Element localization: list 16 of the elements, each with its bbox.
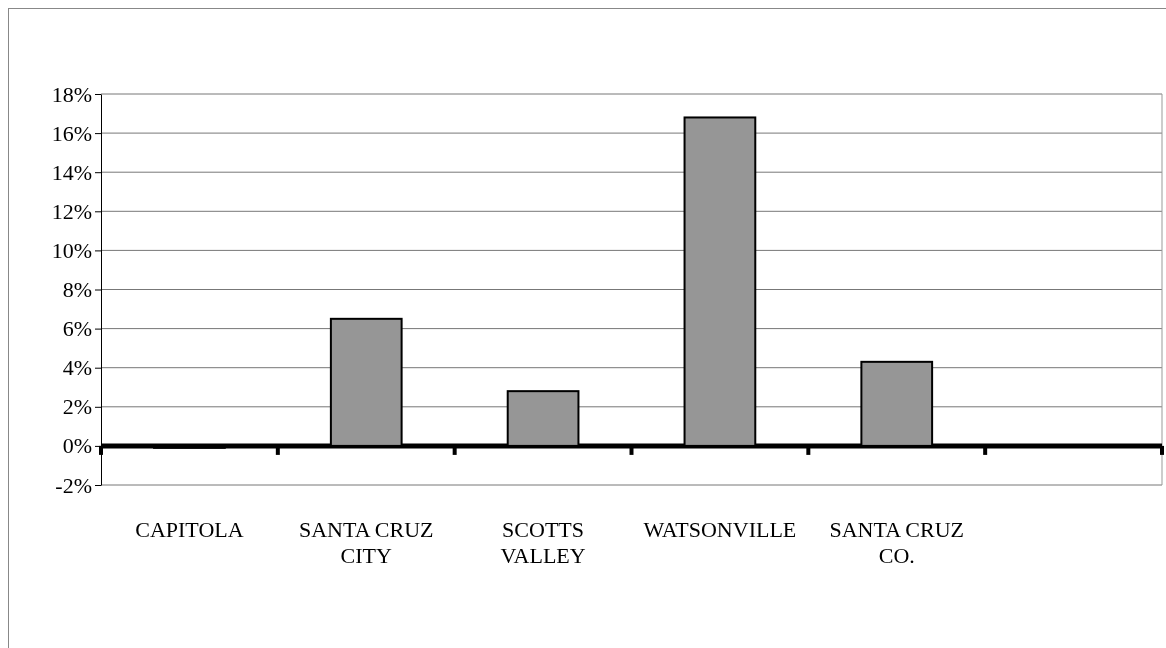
y-tick-label: 6% <box>62 316 92 342</box>
y-tick-label: 0% <box>62 433 92 459</box>
y-tick-label: 18% <box>51 81 92 107</box>
x-tick-label: WATSONVILLE <box>643 517 797 542</box>
x-tick-label: SANTA CRUZ CITY <box>298 517 434 568</box>
y-tick-label: 16% <box>51 120 92 146</box>
y-tick-label: 8% <box>62 277 92 303</box>
x-tick-label: SCOTTS VALLEY <box>500 517 586 568</box>
y-tick-label: 14% <box>51 159 92 185</box>
x-tick-label: SANTA CRUZ CO. <box>829 517 965 568</box>
x-tick-label: CAPITOLA <box>135 517 244 542</box>
y-tick-label: 4% <box>62 355 92 381</box>
y-tick-label: 10% <box>51 237 92 263</box>
y-tick-label: -2% <box>55 472 92 498</box>
y-tick-label: 2% <box>62 394 92 420</box>
y-tick-label: 12% <box>51 198 92 224</box>
